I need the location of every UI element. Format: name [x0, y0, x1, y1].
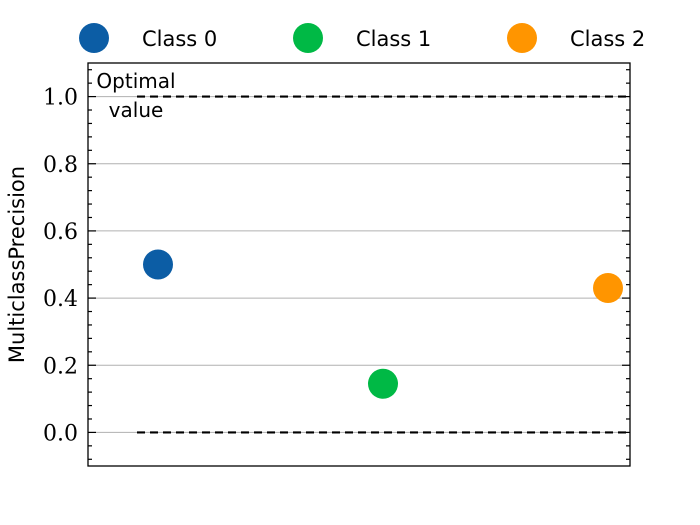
y-tick-label: 0.8 — [43, 153, 78, 178]
data-point-class-1 — [368, 368, 398, 399]
legend: Class 0 Class 1 Class 2 — [79, 23, 645, 53]
optimal-value-annotation-line-2: value — [109, 98, 164, 122]
plot-frame — [87, 62, 631, 467]
y-tick-label: 0.4 — [43, 287, 78, 312]
legend-label-class-2: Class 2 — [570, 27, 645, 51]
data-point-class-0 — [143, 249, 173, 280]
legend-marker-class-2 — [507, 23, 537, 53]
y-axis-tick-labels: 0.0 0.2 0.4 0.6 0.8 1.0 — [43, 86, 78, 447]
y-tick-label: 0.2 — [43, 354, 78, 379]
legend-marker-class-1 — [293, 23, 323, 53]
legend-marker-class-0 — [79, 23, 109, 53]
y-axis-ticks — [88, 69, 630, 460]
y-tick-label: 1.0 — [43, 86, 78, 111]
data-points — [143, 249, 623, 399]
legend-label-class-1: Class 1 — [356, 27, 431, 51]
y-tick-label: 0.0 — [43, 421, 78, 446]
y-axis-label: MulticlassPrecision — [5, 166, 29, 363]
optimal-value-annotation-line-1: Optimal — [96, 69, 175, 93]
legend-label-class-0: Class 0 — [142, 27, 217, 51]
reference-lines — [137, 95, 630, 434]
y-tick-label: 0.6 — [43, 220, 78, 245]
data-point-class-2 — [593, 273, 623, 304]
